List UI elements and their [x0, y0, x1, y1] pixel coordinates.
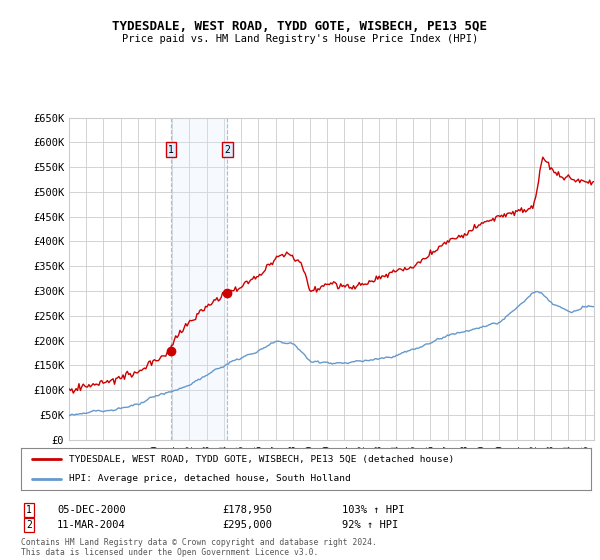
Text: 1: 1	[168, 145, 174, 155]
Text: 2: 2	[224, 145, 230, 155]
Text: Contains HM Land Registry data © Crown copyright and database right 2024.
This d: Contains HM Land Registry data © Crown c…	[21, 538, 377, 557]
Text: 11-MAR-2004: 11-MAR-2004	[57, 520, 126, 530]
Text: 92% ↑ HPI: 92% ↑ HPI	[342, 520, 398, 530]
Text: 103% ↑ HPI: 103% ↑ HPI	[342, 505, 404, 515]
Text: TYDESDALE, WEST ROAD, TYDD GOTE, WISBECH, PE13 5QE: TYDESDALE, WEST ROAD, TYDD GOTE, WISBECH…	[113, 20, 487, 32]
Text: 2: 2	[26, 520, 32, 530]
Text: £295,000: £295,000	[222, 520, 272, 530]
Text: £178,950: £178,950	[222, 505, 272, 515]
Bar	[171, 118, 227, 440]
Text: 1: 1	[26, 505, 32, 515]
Text: HPI: Average price, detached house, South Holland: HPI: Average price, detached house, Sout…	[70, 474, 351, 483]
Text: 05-DEC-2000: 05-DEC-2000	[57, 505, 126, 515]
Text: TYDESDALE, WEST ROAD, TYDD GOTE, WISBECH, PE13 5QE (detached house): TYDESDALE, WEST ROAD, TYDD GOTE, WISBECH…	[70, 455, 455, 464]
Text: Price paid vs. HM Land Registry's House Price Index (HPI): Price paid vs. HM Land Registry's House …	[122, 34, 478, 44]
